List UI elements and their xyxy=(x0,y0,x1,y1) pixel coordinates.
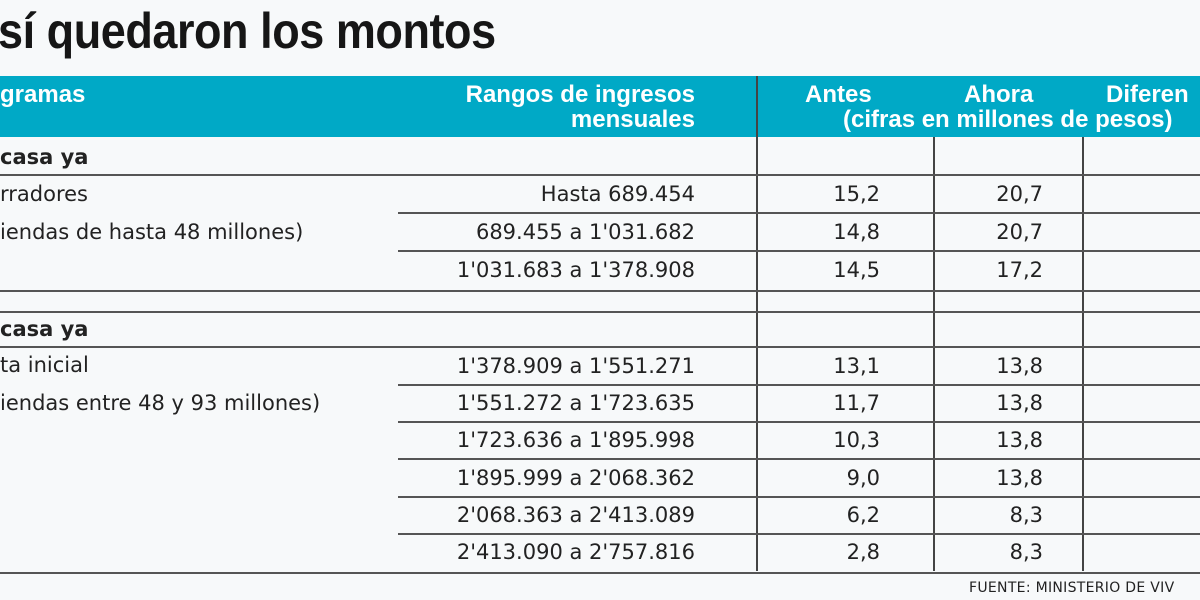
ahora-cell: 13,8 xyxy=(996,354,1043,378)
section-subtitle: iendas entre 48 y 93 millones) xyxy=(0,391,321,415)
divider xyxy=(0,572,1200,574)
ahora-cell: 20,7 xyxy=(996,182,1043,206)
divider xyxy=(398,384,1200,386)
header-ahora: Ahora xyxy=(964,81,1034,108)
divider xyxy=(756,76,758,571)
ahora-cell: 8,3 xyxy=(1009,540,1043,564)
divider xyxy=(0,346,1200,348)
antes-cell: 15,2 xyxy=(833,182,880,206)
antes-cell: 14,5 xyxy=(833,258,880,282)
divider xyxy=(1082,137,1084,571)
range-cell: 1'723.636 a 1'895.998 xyxy=(456,428,695,452)
source-note: FUENTE: MINISTERIO DE VIV xyxy=(969,580,1175,596)
page-title: sí quedaron los montos xyxy=(0,3,496,59)
antes-cell: 9,0 xyxy=(846,466,880,490)
divider xyxy=(933,137,935,571)
ahora-cell: 20,7 xyxy=(996,220,1043,244)
divider xyxy=(398,458,1200,460)
ahora-cell: 13,8 xyxy=(996,466,1043,490)
ahora-cell: 13,8 xyxy=(996,428,1043,452)
ahora-cell: 17,2 xyxy=(996,258,1043,282)
header-programas: gramas xyxy=(0,81,86,108)
divider xyxy=(398,250,1200,252)
range-cell: 689.455 a 1'031.682 xyxy=(475,220,695,244)
range-cell: 2'413.090 a 2'757.816 xyxy=(456,540,695,564)
ahora-cell: 13,8 xyxy=(996,391,1043,415)
antes-cell: 14,8 xyxy=(833,220,880,244)
section-title: casa ya xyxy=(0,317,89,341)
antes-cell: 2,8 xyxy=(846,540,880,564)
divider xyxy=(398,212,1200,214)
antes-cell: 13,1 xyxy=(833,354,880,378)
ahora-cell: 8,3 xyxy=(1009,503,1043,527)
antes-cell: 11,7 xyxy=(833,391,880,415)
header-rangos: Rangos de ingresos xyxy=(465,81,695,108)
table-header xyxy=(0,76,1200,137)
section-subtitle: rradores xyxy=(0,182,88,206)
header-antes: Antes xyxy=(805,81,872,108)
range-cell: 1'895.999 a 2'068.362 xyxy=(456,466,695,490)
section-title: casa ya xyxy=(0,145,89,169)
section-subtitle: ta inicial xyxy=(0,353,89,377)
range-cell: Hasta 689.454 xyxy=(540,182,695,206)
header-units: (cifras en millones de pesos) xyxy=(843,106,1173,133)
header-diferencia: Diferen xyxy=(1106,81,1189,108)
divider xyxy=(398,496,1200,498)
range-cell: 1'031.683 a 1'378.908 xyxy=(456,258,695,282)
divider xyxy=(398,421,1200,423)
range-cell: 2'068.363 a 2'413.089 xyxy=(456,503,695,527)
section-subtitle: iendas de hasta 48 millones) xyxy=(0,220,304,244)
divider xyxy=(0,174,1200,176)
range-cell: 1'551.272 a 1'723.635 xyxy=(456,391,695,415)
header-rangos-2: mensuales xyxy=(570,106,695,133)
range-cell: 1'378.909 a 1'551.271 xyxy=(456,354,695,378)
antes-cell: 10,3 xyxy=(833,428,880,452)
divider xyxy=(0,311,1200,313)
divider xyxy=(398,533,1200,535)
divider xyxy=(0,290,1200,292)
antes-cell: 6,2 xyxy=(846,503,880,527)
